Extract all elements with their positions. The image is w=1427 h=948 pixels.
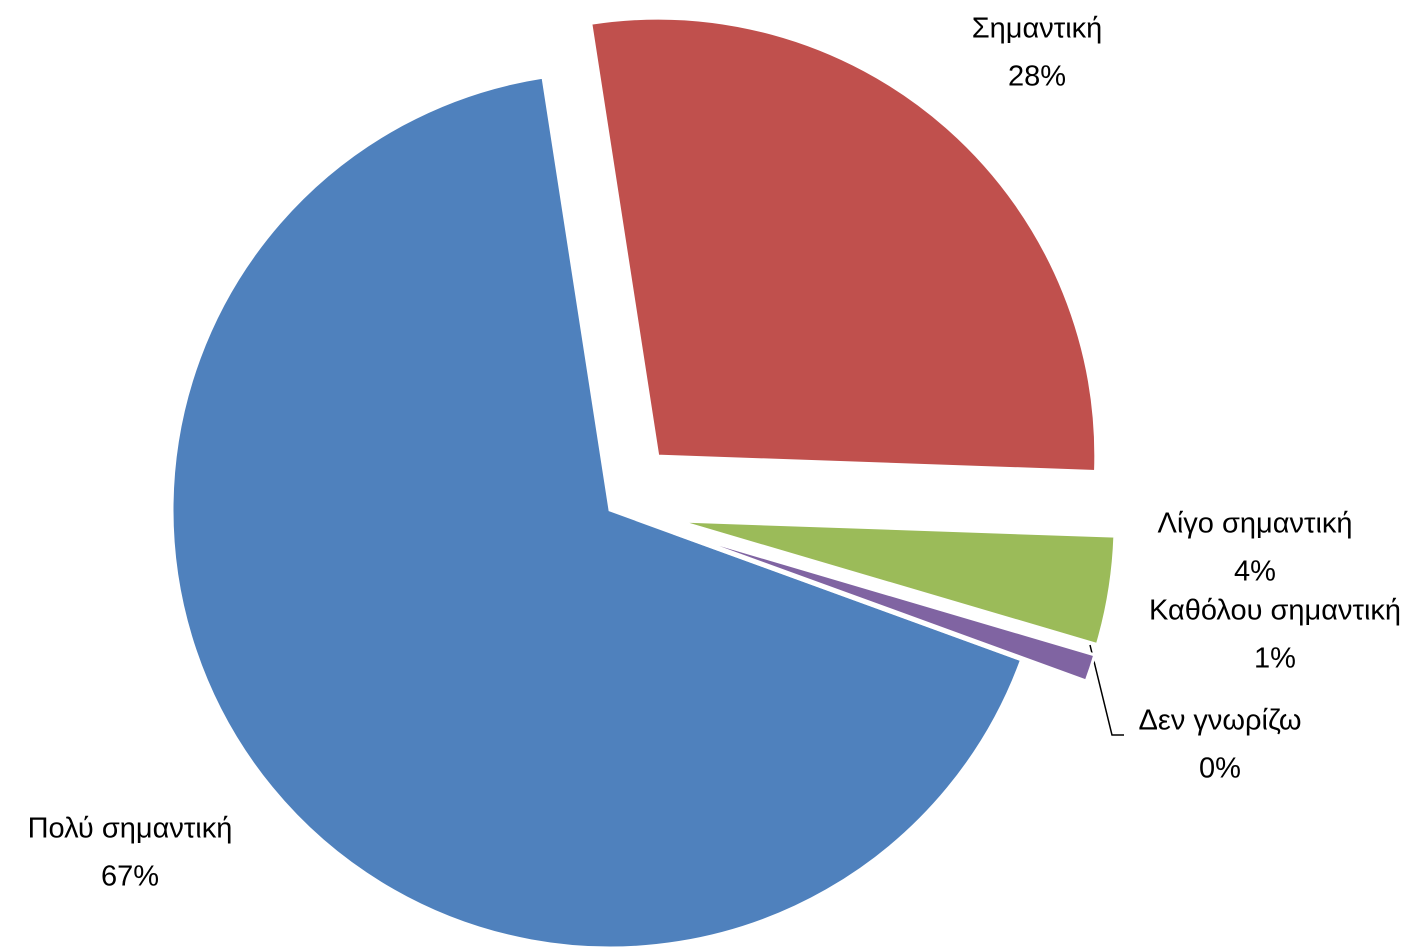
slice-label: Καθόλου σημαντική [1149,595,1401,627]
slice-label: Σημαντική [972,13,1103,45]
slice-label: Λίγο σημαντική [1157,508,1352,540]
slice-label: Δεν γνωρίζω [1139,705,1302,737]
slice-label: Πολύ σημαντική [28,813,233,845]
pie-slice [676,519,1117,647]
pie-slice [170,75,1024,948]
slice-value-label: 28% [1008,61,1066,93]
slice-value-label: 1% [1254,643,1296,675]
pie-slice [674,529,1097,683]
slice-value-label: 67% [101,861,159,893]
slice-value-label: 0% [1199,753,1241,785]
pie-slice [673,531,1086,685]
slice-value-label: 4% [1234,556,1276,588]
leader-line [1089,644,1124,736]
pie-slice [589,16,1098,473]
